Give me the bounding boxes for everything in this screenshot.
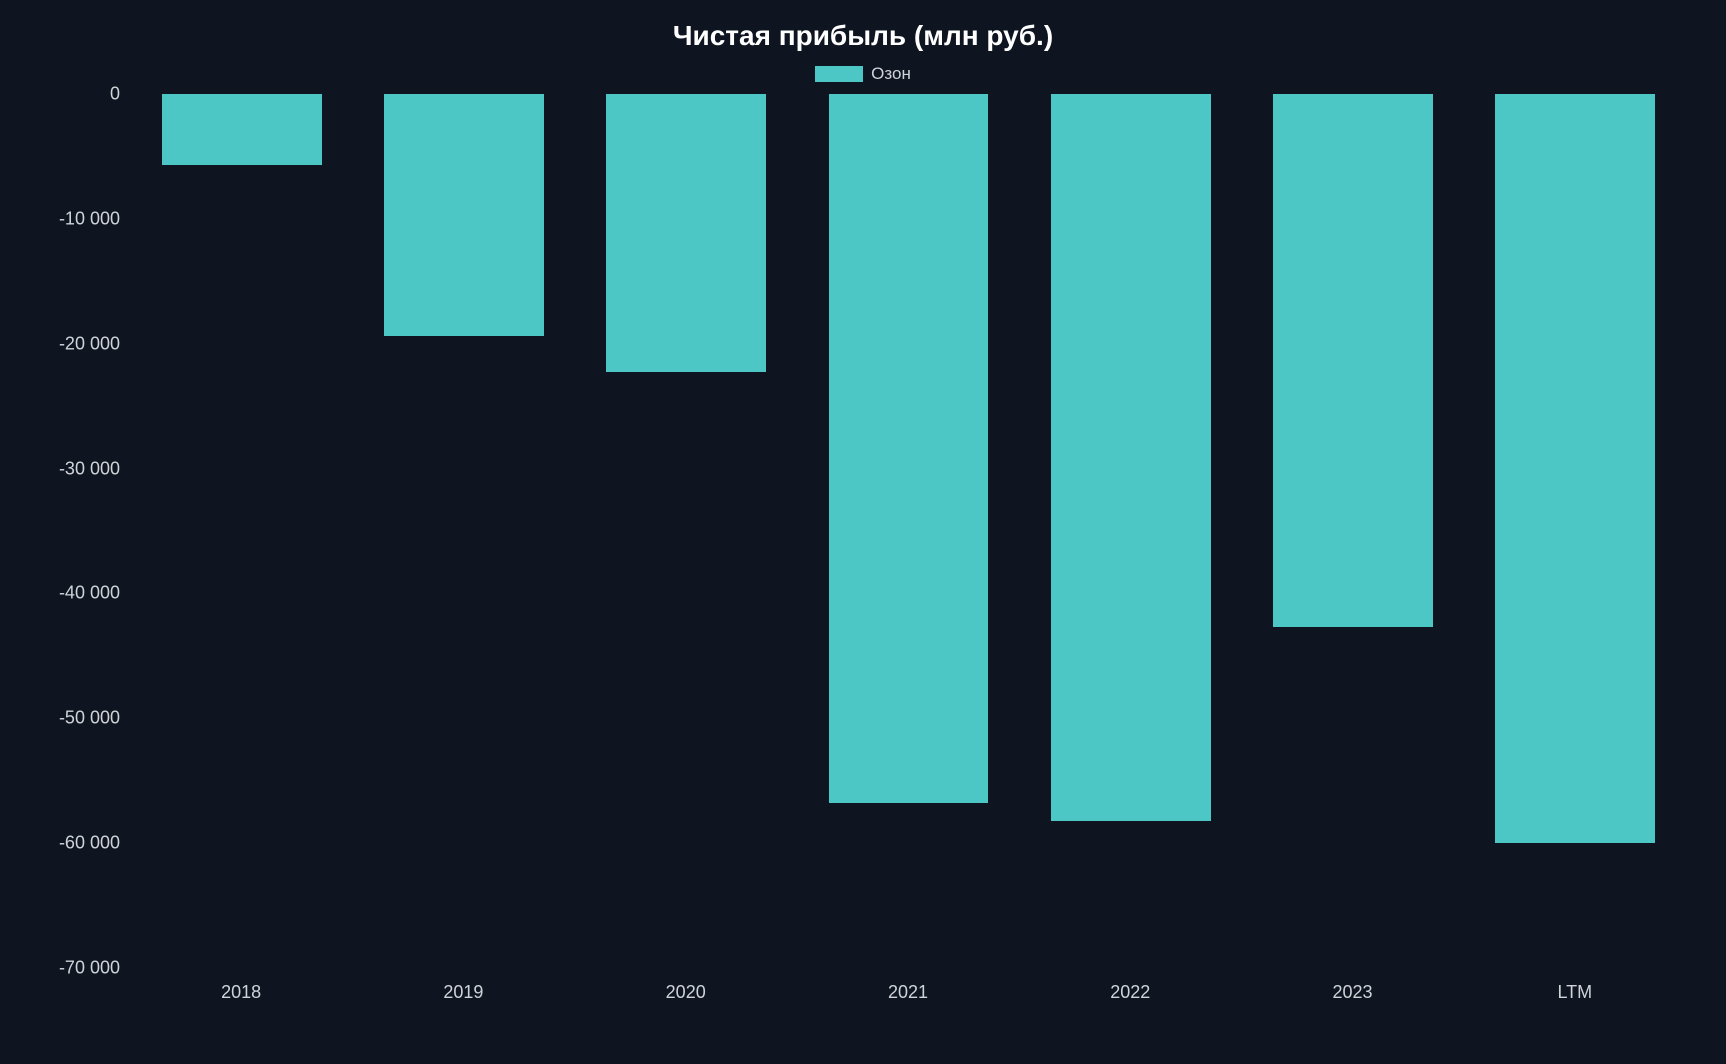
y-tick-label: -60 000 [59,833,120,854]
y-tick-label: 0 [110,84,120,105]
x-tick-label: 2023 [1241,982,1463,1003]
x-tick-label: 2021 [797,982,1019,1003]
y-tick-label: -40 000 [59,583,120,604]
bar [162,94,322,165]
plot-area [130,94,1686,968]
bar-slot [1242,94,1464,968]
bar-slot [1020,94,1242,968]
bar [1495,94,1655,843]
bar [606,94,766,372]
y-tick-label: -10 000 [59,208,120,229]
y-tick-label: -30 000 [59,458,120,479]
x-tick-label: 2019 [352,982,574,1003]
y-tick-label: -20 000 [59,333,120,354]
bar [1051,94,1211,821]
legend-swatch [815,66,863,82]
bars-layer [131,94,1686,968]
bar-slot [575,94,797,968]
bar-slot [797,94,1019,968]
x-tick-label: 2018 [130,982,352,1003]
bar-slot [353,94,575,968]
x-tick-label: 2022 [1019,982,1241,1003]
legend-label: Озон [871,64,911,84]
bar [1273,94,1433,627]
bar-slot [131,94,353,968]
x-axis: 201820192020202120222023LTM [130,982,1686,1003]
y-tick-label: -70 000 [59,958,120,979]
bar [384,94,544,336]
y-tick-label: -50 000 [59,708,120,729]
y-axis: 0-10 000-20 000-30 000-40 000-50 000-60 … [40,94,130,968]
bar-slot [1464,94,1686,968]
legend: Озон [40,64,1686,84]
bar [829,94,989,803]
chart-title: Чистая прибыль (млн руб.) [40,20,1686,52]
chart-container: Чистая прибыль (млн руб.) Озон 0 -10 000 -… [0,0,1726,1064]
plot-wrapper: 0-10 000-20 000-30 000-40 000-50 000-60 … [40,94,1686,968]
x-tick-label: 2020 [575,982,797,1003]
x-tick-label: LTM [1464,982,1686,1003]
